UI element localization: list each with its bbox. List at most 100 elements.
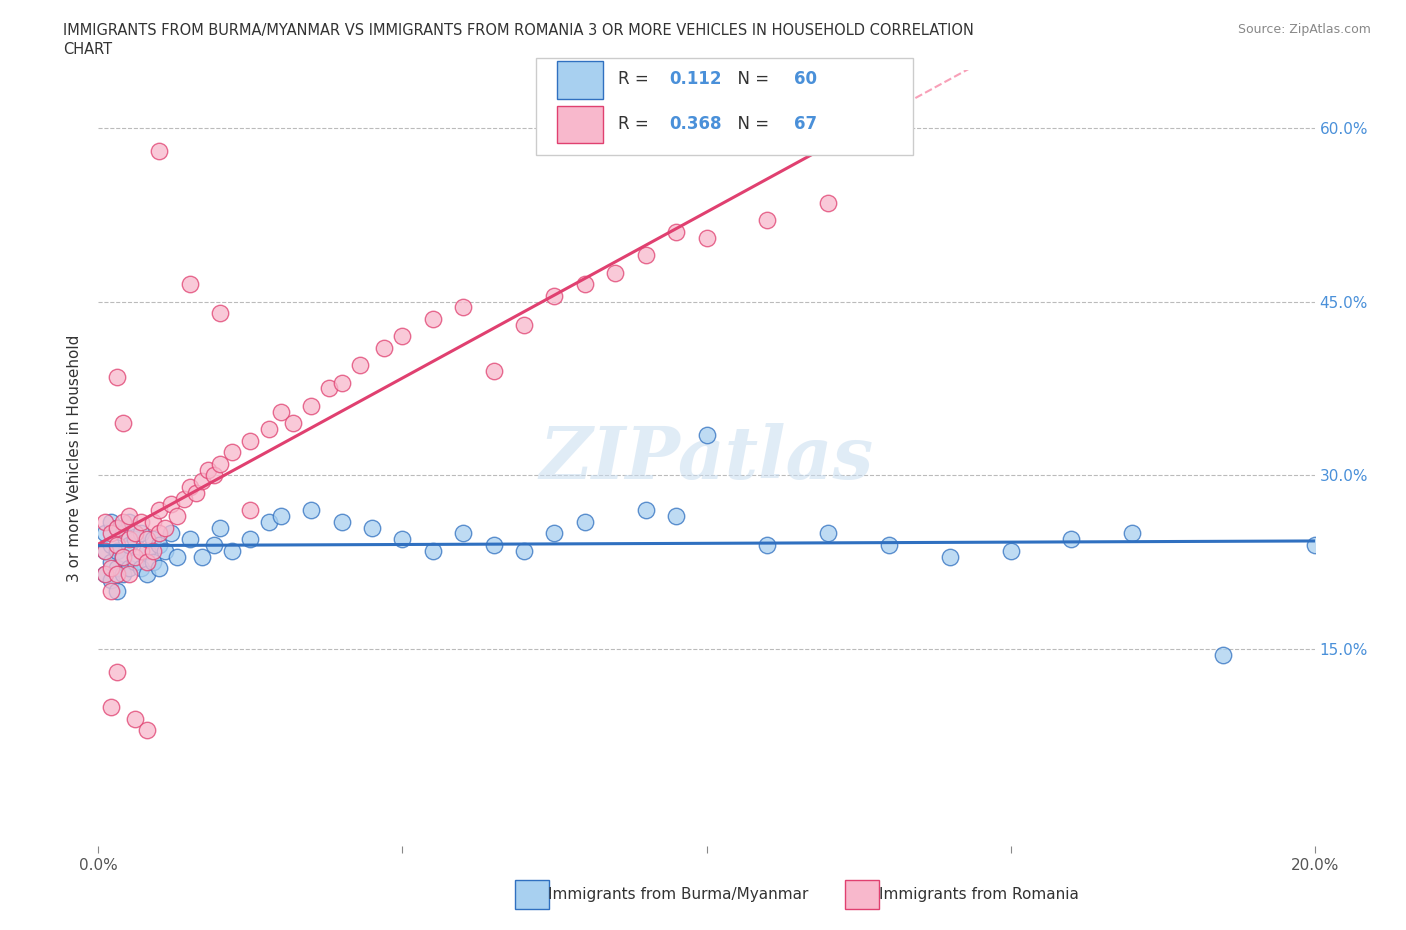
Point	[136, 532, 159, 547]
Point	[817, 526, 839, 541]
Point	[111, 514, 134, 529]
Point	[142, 532, 165, 547]
Point	[100, 561, 122, 576]
Point	[105, 543, 128, 558]
Point	[270, 509, 292, 524]
Point	[281, 416, 304, 431]
Y-axis label: 3 or more Vehicles in Household: 3 or more Vehicles in Household	[67, 335, 83, 581]
Point	[160, 526, 183, 541]
Point	[118, 561, 141, 576]
Point	[634, 503, 657, 518]
Point	[124, 555, 146, 570]
Point	[349, 358, 371, 373]
Point	[373, 340, 395, 355]
Point	[270, 405, 292, 419]
Text: Immigrants from Romania: Immigrants from Romania	[879, 887, 1078, 902]
Point	[148, 526, 170, 541]
Point	[1212, 647, 1234, 662]
Text: R =: R =	[617, 71, 654, 88]
Point	[105, 520, 128, 535]
Point	[756, 213, 779, 228]
Point	[574, 514, 596, 529]
Point	[129, 543, 152, 558]
Point	[756, 538, 779, 552]
Point	[166, 549, 188, 564]
Point	[93, 514, 115, 529]
Point	[124, 526, 146, 541]
Point	[129, 526, 152, 541]
Point	[148, 503, 170, 518]
Point	[93, 566, 115, 581]
Point	[100, 526, 122, 541]
Point	[574, 277, 596, 292]
Point	[136, 723, 159, 737]
Point	[93, 526, 115, 541]
Point	[136, 543, 159, 558]
Point	[93, 543, 115, 558]
Point	[1121, 526, 1143, 541]
Point	[1000, 543, 1022, 558]
Point	[257, 514, 280, 529]
Point	[118, 538, 141, 552]
Point	[111, 526, 134, 541]
Text: 0.112: 0.112	[669, 71, 721, 88]
Text: N =: N =	[727, 115, 775, 133]
Point	[93, 543, 115, 558]
Point	[148, 561, 170, 576]
Point	[1060, 532, 1083, 547]
Text: R =: R =	[617, 115, 654, 133]
FancyBboxPatch shape	[536, 58, 914, 155]
Point	[665, 509, 688, 524]
Point	[391, 329, 413, 344]
Point	[136, 566, 159, 581]
Point	[209, 520, 232, 535]
Point	[105, 369, 128, 384]
Point	[100, 555, 122, 570]
Point	[605, 265, 627, 280]
Point	[1303, 538, 1326, 552]
Point	[197, 462, 219, 477]
Point	[105, 561, 128, 576]
Point	[239, 532, 262, 547]
Point	[129, 514, 152, 529]
Point	[202, 538, 225, 552]
Point	[665, 224, 688, 239]
Point	[155, 520, 177, 535]
Point	[136, 555, 159, 570]
Point	[118, 514, 141, 529]
Point	[361, 520, 384, 535]
Point	[696, 428, 718, 443]
Point	[221, 543, 243, 558]
Point	[124, 549, 146, 564]
Point	[111, 566, 134, 581]
Point	[111, 549, 134, 564]
Point	[124, 532, 146, 547]
Point	[318, 381, 340, 396]
Point	[111, 416, 134, 431]
Point	[634, 247, 657, 262]
Point	[179, 532, 201, 547]
Point	[209, 457, 232, 472]
Point	[148, 143, 170, 158]
Text: ZIPatlas: ZIPatlas	[540, 422, 873, 494]
Text: Immigrants from Burma/Myanmar: Immigrants from Burma/Myanmar	[548, 887, 808, 902]
Point	[543, 526, 565, 541]
Point	[100, 699, 122, 714]
Point	[148, 538, 170, 552]
Point	[118, 509, 141, 524]
FancyBboxPatch shape	[557, 106, 603, 143]
Point	[100, 584, 122, 599]
Point	[209, 306, 232, 321]
Point	[111, 549, 134, 564]
Point	[939, 549, 962, 564]
Point	[160, 497, 183, 512]
Text: CHART: CHART	[63, 42, 112, 57]
Point	[482, 538, 505, 552]
Point	[202, 468, 225, 483]
Point	[696, 231, 718, 246]
Point	[330, 514, 353, 529]
Point	[184, 485, 207, 500]
Point	[330, 375, 353, 390]
Point	[105, 584, 128, 599]
Point	[239, 433, 262, 448]
